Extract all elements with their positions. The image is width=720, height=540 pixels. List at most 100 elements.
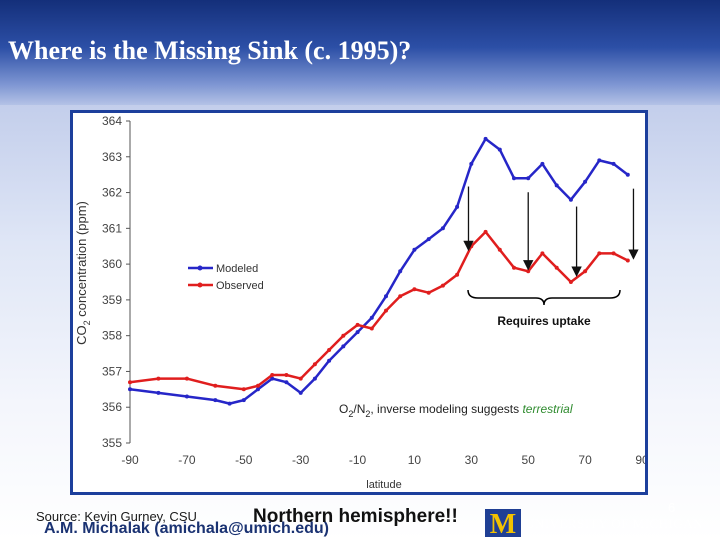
data-point-modeled <box>412 247 417 252</box>
university-name: UNIVERSITY OF MICHIGAN <box>525 516 704 531</box>
data-point-observed <box>568 280 573 284</box>
data-point-modeled <box>384 294 388 299</box>
y-axis-label: CO2 concentration (ppm) <box>74 201 92 345</box>
ratio-annotation: O2/N2, inverse modeling suggests terrest… <box>339 402 573 419</box>
series-line-observed <box>129 230 629 391</box>
x-axis-label: latitude <box>366 479 401 491</box>
data-point-modeled <box>213 398 218 403</box>
uptake-brace <box>467 289 621 306</box>
y-tick-label: 359 <box>102 293 122 307</box>
data-point-modeled <box>312 376 317 381</box>
data-point-modeled <box>583 179 588 184</box>
co2-latitude-chart: 355 356 357 358 359 360 361 362 363 364 -90 -70 -50 -… <box>74 114 649 491</box>
data-point-modeled <box>554 183 559 188</box>
data-point-modeled <box>597 158 602 163</box>
data-point-modeled <box>241 398 246 403</box>
x-tick-label: -50 <box>235 453 253 467</box>
data-point-modeled <box>128 387 132 392</box>
data-point-modeled <box>156 390 161 395</box>
data-point-modeled <box>540 161 545 166</box>
northern-hemisphere-callout: Northern hemisphere!! <box>253 506 458 527</box>
data-point-observed <box>256 383 260 388</box>
y-tick-label: 364 <box>102 114 122 128</box>
data-point-observed <box>554 265 559 270</box>
x-tick-label: -90 <box>121 453 139 467</box>
x-tick-label: 10 <box>408 453 422 467</box>
data-point-observed <box>583 269 588 274</box>
data-point-observed <box>270 373 275 377</box>
y-tick-label: 357 <box>102 364 122 378</box>
data-point-modeled <box>298 390 303 395</box>
data-point-modeled <box>426 237 431 242</box>
y-tick-label: 362 <box>102 186 122 200</box>
data-point-observed <box>327 348 332 352</box>
data-point-observed <box>611 251 616 256</box>
data-point-modeled <box>327 358 332 363</box>
page-number: 6 <box>668 500 676 515</box>
series-line-modeled <box>129 137 629 405</box>
y-tick-label: 356 <box>102 400 122 414</box>
data-point-observed <box>526 269 531 274</box>
data-point-modeled <box>526 176 531 181</box>
uptake-annotation: Requires uptake <box>497 314 591 328</box>
source-credit: Source: Kevin Gurney, CSU <box>36 509 197 524</box>
uptake-arrows <box>463 186 639 277</box>
data-point-observed <box>298 376 303 381</box>
legend-marker-modeled <box>197 265 203 271</box>
data-point-modeled <box>440 226 445 231</box>
title-bar <box>0 0 720 105</box>
data-point-observed <box>469 244 474 249</box>
data-point-modeled <box>284 380 289 385</box>
data-point-observed <box>284 373 289 377</box>
y-tick-label: 358 <box>102 329 122 343</box>
x-tick-label: -30 <box>292 453 310 467</box>
data-point-modeled <box>184 394 189 399</box>
data-point-observed <box>398 294 403 299</box>
data-point-modeled <box>270 376 275 381</box>
x-tick-label: 70 <box>578 453 592 467</box>
data-point-observed <box>497 247 502 252</box>
data-point-observed <box>369 326 374 331</box>
chart-frame: 355 356 357 358 359 360 361 362 363 364 -90 -70 -50 -… <box>70 110 649 495</box>
data-point-observed <box>341 333 346 338</box>
logo-block-m: M <box>490 509 516 537</box>
data-point-modeled <box>398 269 403 274</box>
data-point-modeled <box>227 401 232 406</box>
data-point-modeled <box>355 330 360 335</box>
data-point-observed <box>355 322 360 327</box>
university-m-logo: M <box>485 509 521 537</box>
data-point-modeled <box>625 172 630 177</box>
data-point-modeled <box>497 147 502 152</box>
data-point-observed <box>440 283 445 288</box>
data-point-observed <box>128 380 132 385</box>
data-point-observed <box>213 383 218 388</box>
data-point-modeled <box>611 161 616 166</box>
data-point-modeled <box>568 197 573 202</box>
data-point-observed <box>312 362 317 367</box>
data-point-modeled <box>455 204 460 209</box>
data-point-observed <box>156 376 161 381</box>
slide-title: Where is the Missing Sink (c. 1995)? <box>8 36 412 65</box>
y-tick-label: 361 <box>102 221 122 235</box>
data-point-observed <box>512 265 516 270</box>
data-point-observed <box>241 387 246 392</box>
data-point-modeled <box>469 161 474 166</box>
y-tick-label: 355 <box>102 436 122 450</box>
data-point-modeled <box>341 344 346 349</box>
data-point-observed <box>483 229 488 234</box>
data-point-observed <box>412 287 417 292</box>
x-tick-label: -10 <box>349 453 367 467</box>
x-tick-label: 90 <box>635 453 645 467</box>
x-tick-label: -70 <box>178 453 196 467</box>
x-tick-label: 50 <box>522 453 536 467</box>
data-point-modeled <box>256 387 260 392</box>
author-credit: A.M. Michalak (amichala@umich.edu) <box>44 520 329 537</box>
data-point-observed <box>597 251 602 256</box>
y-tick-label: 363 <box>102 150 122 164</box>
data-point-observed <box>540 251 545 256</box>
legend: Modeled Observed <box>188 263 264 292</box>
y-tick-label: 360 <box>102 257 122 271</box>
x-tick-label: 30 <box>465 453 479 467</box>
legend-label-modeled: Modeled <box>216 263 258 275</box>
data-point-observed <box>426 290 431 295</box>
